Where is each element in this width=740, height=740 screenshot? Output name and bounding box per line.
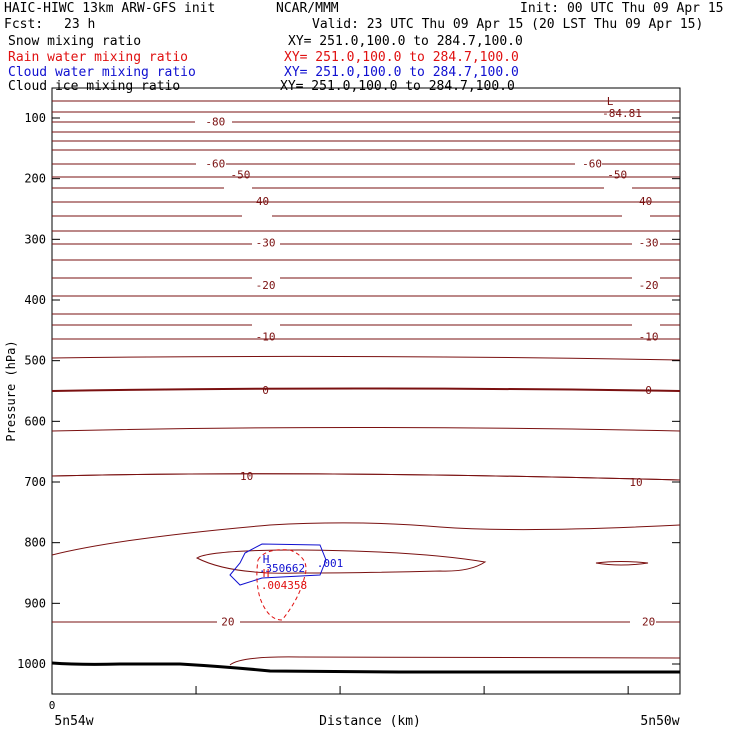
isotherm-line [51,355,681,361]
organization: NCAR/MMM [276,1,339,16]
x-tick-label: 0 [49,699,56,712]
y-tick-label: 900 [24,596,46,610]
isotherm-label: -30 [639,236,659,249]
isotherm-label: 0 [262,384,269,397]
x-start-label: 5n54w [54,714,93,729]
x-end-label: 5n50w [640,714,679,729]
y-tick-label: 500 [24,354,46,368]
x-axis-title: Distance (km) [319,714,421,729]
y-tick-label: 800 [24,536,46,550]
isotherm-label: -40 [249,195,269,208]
isotherm-label: -60 [205,158,225,171]
field-name-cloud-water: Cloud water mixing ratio [8,65,196,80]
field-xy-snow: XY= 251.0,100.0 to 284.7,100.0 [288,34,523,49]
rain-water-high-value: .004358 [261,579,307,592]
cloud-water-high-marker: H [263,553,270,566]
isotherm-label: 10 [240,470,253,483]
cloud-water-contour [229,543,327,586]
y-tick-label: 100 [24,111,46,125]
isotherm-label: -10 [639,330,659,343]
isotherm-label: -50 [230,168,250,181]
isotherm-label: 0 [645,384,652,397]
rain-water-high-marker: H [263,567,270,580]
isotherm-lines [51,100,681,666]
field-xy-rain: XY= 251.0,100.0 to 284.7,100.0 [284,50,519,65]
y-tick-label: 1000 [17,657,46,671]
model-title: HAIC-HIWC 13km ARW-GFS init [4,1,216,16]
valid-time: Valid: 23 UTC Thu 09 Apr 15 (20 LST Thu … [312,17,704,32]
isotherm-label: -50 [607,168,627,181]
field-name-rain: Rain water mixing ratio [8,50,189,65]
cloud-water-high-value: .350662 [259,562,305,575]
isotherm-label: -30 [256,236,276,249]
isotherm-label: 10 [629,476,642,489]
isotherm-line [595,561,649,566]
low-value: -84.81 [602,107,642,120]
field-name-cloud-ice: Cloud ice mixing ratio [8,79,181,94]
forecast-label: Fcst: [4,17,44,32]
isotherm-label: 20 [642,616,655,629]
y-tick-label: 700 [24,475,46,489]
y-tick-label: 600 [24,414,46,428]
isotherm-line [51,427,681,432]
rain-water-contour [256,549,307,621]
isotherm-label: -10 [256,330,276,343]
y-tick-label: 200 [24,172,46,186]
field-name-snow: Snow mixing ratio [8,34,142,49]
y-tick-label: 300 [24,232,46,246]
low-marker: L [607,95,614,108]
isotherm-line [51,522,681,556]
isotherm-label: -20 [639,279,659,292]
forecast-hour: 23 h [64,17,96,32]
isotherm-label: 20 [221,616,234,629]
y-axis-title: Pressure (hPa) [4,340,18,441]
terrain-line [51,661,680,674]
plot-frame [51,87,681,695]
isotherm-label: -40 [632,195,652,208]
isotherm-line [229,656,681,666]
isotherm-label: -60 [582,158,602,171]
freezing-level-line [51,387,681,392]
field-xy-cloud-water: XY= 251.0,100.0 to 284.7,100.0 [284,65,519,80]
isotherm-label: -80 [205,116,225,129]
field-xy-cloud-ice: XY= 251.0,100.0 to 284.7,100.0 [280,79,515,94]
isotherm-label: -20 [256,279,276,292]
cloud-water-contour-label: .001 [317,557,344,570]
init-time: Init: 00 UTC Thu 09 Apr 15 [520,1,724,16]
isotherm-line [51,473,681,481]
y-tick-label: 400 [24,293,46,307]
